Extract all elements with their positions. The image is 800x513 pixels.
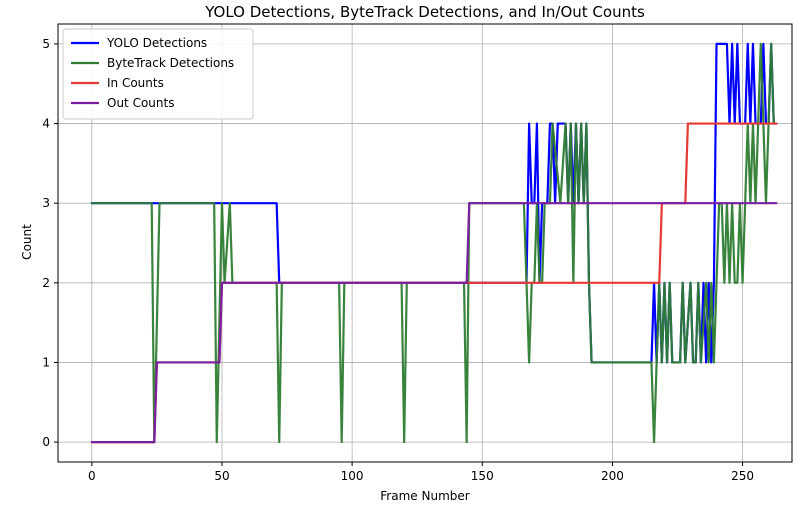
chart-title: YOLO Detections, ByteTrack Detections, a… xyxy=(204,3,645,21)
plot-frame xyxy=(57,23,793,463)
series-line-bytetrack-detections xyxy=(90,42,778,444)
y-tick-label: 4 xyxy=(42,117,50,131)
x-axis-label: Frame Number xyxy=(380,489,469,503)
legend-label: In Counts xyxy=(107,76,164,90)
y-tick-label: 0 xyxy=(42,435,50,449)
x-tick-label: 50 xyxy=(214,469,229,483)
legend-box xyxy=(62,28,254,120)
legend-label: ByteTrack Detections xyxy=(107,56,234,70)
x-tick-label: 100 xyxy=(341,469,364,483)
x-tick-label: 250 xyxy=(731,469,754,483)
legend-label: YOLO Detections xyxy=(106,36,207,50)
y-axis-ticks: 0 1 2 3 4 5 xyxy=(42,37,58,449)
y-tick-label: 5 xyxy=(42,37,50,51)
legend-label: Out Counts xyxy=(107,96,174,110)
x-tick-label: 200 xyxy=(601,469,624,483)
plot-lines xyxy=(90,42,778,444)
y-tick-label: 1 xyxy=(42,355,50,369)
y-tick-label: 2 xyxy=(42,276,50,290)
legend: YOLO Detections ByteTrack Detections In Co… xyxy=(62,28,254,120)
series-line-out-counts xyxy=(90,202,778,444)
y-axis-label: Count xyxy=(20,224,34,260)
x-tick-label: 150 xyxy=(471,469,494,483)
x-axis-ticks: 0 50 100 150 200 250 xyxy=(88,462,754,483)
x-tick-label: 0 xyxy=(88,469,96,483)
y-tick-label: 3 xyxy=(42,196,50,210)
